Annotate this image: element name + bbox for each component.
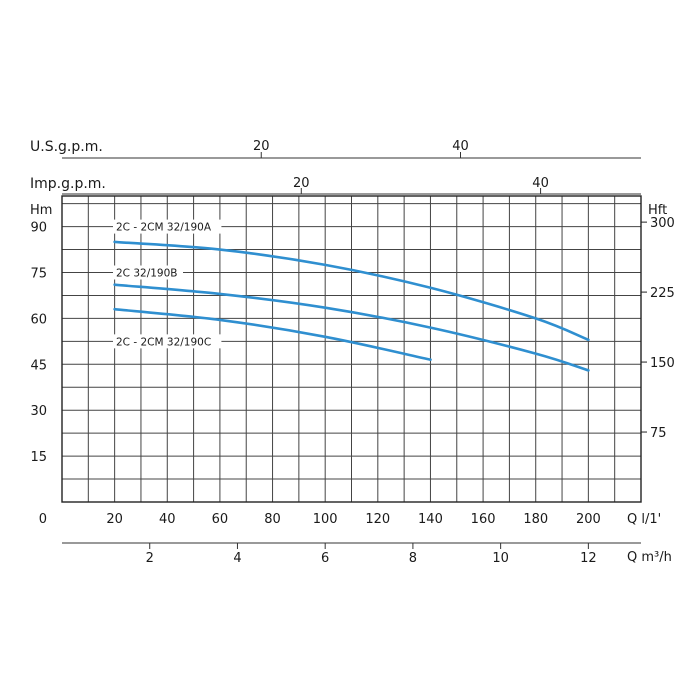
q-lmin-tick-label: 200 <box>576 512 601 527</box>
pump-curve-line <box>113 240 590 342</box>
hm-tick-label: 30 <box>30 404 47 419</box>
hm-tick-label: 45 <box>30 358 47 373</box>
hm-axis-label: Hm <box>30 203 52 218</box>
q-lmin-tick-label: 60 <box>212 512 229 527</box>
curve-name-label: 2C 32/190B <box>116 268 178 280</box>
curve-name-label: 2C - 2CM 32/190A <box>116 222 212 234</box>
impgpm-tick-label: 20 <box>293 176 310 191</box>
impgpm-axis-label: Imp.g.p.m. <box>30 176 106 192</box>
hft-tick-label: 75 <box>650 426 667 441</box>
q-lmin-tick-label: 80 <box>264 512 281 527</box>
m3h-tick-label: 2 <box>146 551 154 566</box>
pump-curve-line <box>113 307 432 361</box>
curve-name-label: 2C - 2CM 32/190C <box>116 336 211 348</box>
pump-curve-line <box>113 283 590 372</box>
curve-name-labels: 2C - 2CM 32/190A 2C 32/190B 2C - 2CM 32/19… <box>113 219 222 349</box>
pump-curves <box>113 240 590 372</box>
q-lmin-axis-label: Q l/1' <box>627 512 661 527</box>
q-lmin-tick-label: 140 <box>418 512 443 527</box>
m3h-tick-label: 8 <box>409 551 417 566</box>
q-lmin-tick-label: 160 <box>471 512 496 527</box>
hm-tick-label: 0 <box>39 512 47 527</box>
hm-tick-label: 90 <box>30 221 47 236</box>
m3h-tick-label: 10 <box>492 551 509 566</box>
impgpm-tick-label: 40 <box>532 176 549 191</box>
plot-frame <box>61 195 642 503</box>
hm-tick-label: 15 <box>30 450 47 465</box>
q-m3h-axis-label: Q m³/h <box>627 550 672 565</box>
q-lmin-tick-label: 20 <box>106 512 123 527</box>
usgpm-axis-label: U.S.g.p.m. <box>30 139 103 155</box>
usgpm-tick-label: 40 <box>452 139 469 154</box>
m3h-tick-label: 12 <box>580 551 597 566</box>
curve-name-label-bg <box>113 334 222 349</box>
m3h-tick-label: 6 <box>321 551 329 566</box>
curve-name-label-bg <box>113 265 183 280</box>
curve-name-label-bg <box>113 219 222 234</box>
hft-axis-label: Hft <box>648 203 667 218</box>
q-lmin-tick-label: 120 <box>365 512 390 527</box>
hm-tick-label: 60 <box>30 312 47 327</box>
q-lmin-tick-label: 100 <box>313 512 338 527</box>
q-lmin-tick-label: 40 <box>159 512 176 527</box>
m3h-tick-label: 4 <box>233 551 241 566</box>
hft-tick-label: 225 <box>650 286 675 301</box>
hft-tick-label: 150 <box>650 356 675 371</box>
hm-tick-label: 75 <box>30 267 47 282</box>
axis-ticks: 0 15 30 45 60 75 90 20 40 60 80 100 120 140 160 180 200 7… <box>30 139 674 566</box>
usgpm-tick-label: 20 <box>253 139 270 154</box>
plot-border <box>61 195 642 503</box>
hft-tick-label: 300 <box>650 216 675 231</box>
q-lmin-tick-label: 180 <box>523 512 548 527</box>
plot-grid <box>62 196 641 502</box>
